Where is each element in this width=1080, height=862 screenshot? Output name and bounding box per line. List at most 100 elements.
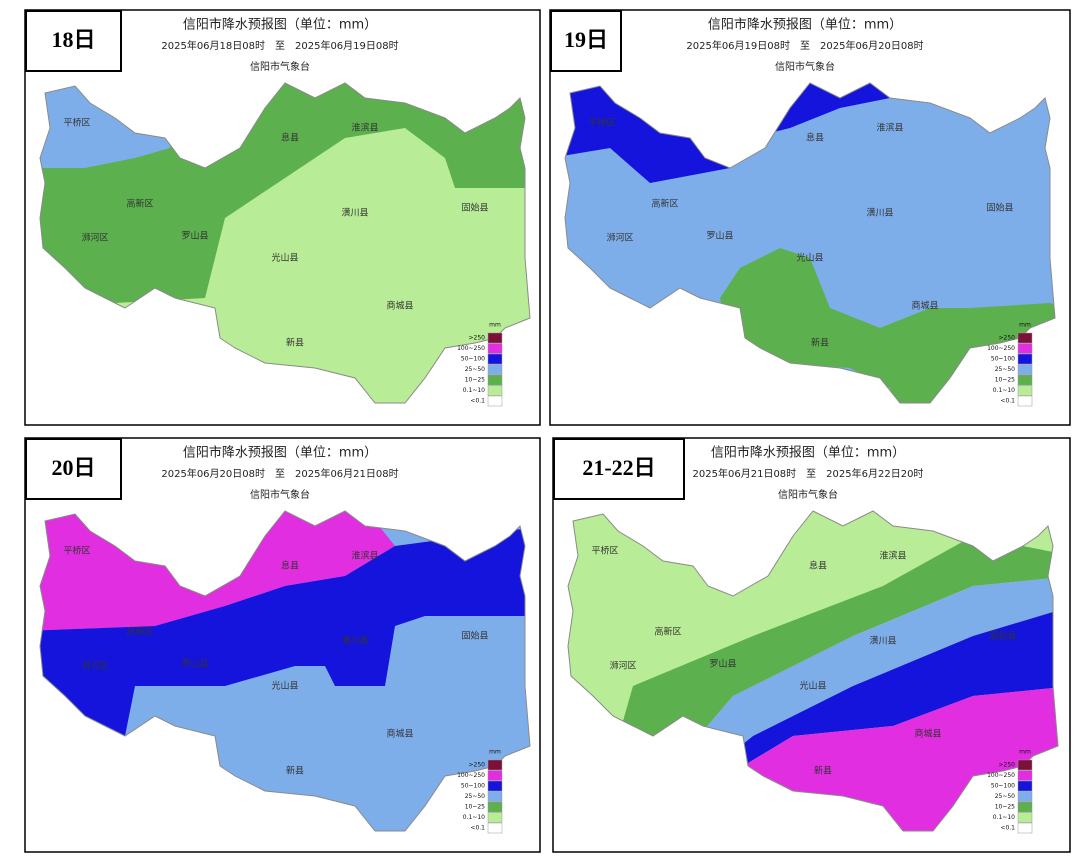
legend-swatch <box>1017 343 1033 354</box>
county-label: 商城县 <box>386 300 413 312</box>
county-label: 浉河区 <box>81 232 108 244</box>
legend-swatch <box>487 770 503 781</box>
legend-label: 10~25 <box>465 377 485 384</box>
legend-swatch <box>1017 332 1033 344</box>
legend-label: 50~100 <box>461 783 485 790</box>
legend-label: 0.1~10 <box>463 814 485 821</box>
legend-label: >250 <box>999 335 1016 342</box>
day-label: 21-22日 <box>582 455 655 480</box>
legend-swatch <box>1017 812 1033 823</box>
legend-swatch <box>487 332 503 344</box>
legend-label: 50~100 <box>991 356 1015 363</box>
county-label: 潢川县 <box>866 207 893 219</box>
legend-swatch <box>1017 353 1033 365</box>
county-label: 淮滨县 <box>879 550 906 562</box>
county-label: 固始县 <box>461 630 488 642</box>
legend-unit: mm <box>1019 749 1031 756</box>
legend-swatch <box>1017 791 1033 802</box>
county-label: 商城县 <box>386 728 413 740</box>
forecast-period: 2025年06月21日08时 至 2025年6月22日20时 <box>693 467 924 480</box>
legend-label: <0.1 <box>470 825 485 832</box>
legend-swatch <box>487 353 503 365</box>
issuer: 信阳市气象台 <box>250 60 310 73</box>
county-label: 淮滨县 <box>351 550 378 562</box>
legend-label: >250 <box>999 762 1016 769</box>
legend-label: <0.1 <box>1000 398 1015 405</box>
county-label: 浉河区 <box>609 660 636 672</box>
county-label: 新县 <box>811 337 829 349</box>
county-label: 潢川县 <box>341 207 368 219</box>
legend-swatch <box>1017 770 1033 781</box>
map-outline <box>564 82 1056 404</box>
county-label: 高新区 <box>654 626 681 638</box>
county-label: 浉河区 <box>81 660 108 672</box>
legend-label: >250 <box>469 762 486 769</box>
map-outline <box>39 82 531 404</box>
legend-swatch <box>1017 395 1033 407</box>
legend-swatch <box>487 791 503 802</box>
precip-zone <box>703 606 1058 786</box>
issuer: 信阳市气象台 <box>775 60 835 73</box>
day-label: 20日 <box>51 455 95 480</box>
county-label: 光山县 <box>799 680 826 692</box>
day-label-box <box>25 10 122 72</box>
legend-label: >250 <box>469 335 486 342</box>
county-label: 高新区 <box>126 626 153 638</box>
legend-label: 100~250 <box>457 772 485 779</box>
legend-swatch <box>1017 364 1033 375</box>
legend-swatch <box>487 812 503 823</box>
legend-unit: mm <box>1019 322 1031 329</box>
forecast-period: 2025年06月19日08时 至 2025年06月20日08时 <box>686 39 923 52</box>
county-label: 光山县 <box>796 252 823 264</box>
county-label: 罗山县 <box>181 231 208 242</box>
county-label: 高新区 <box>126 198 153 210</box>
legend: mm>250 100~250 50~100 25~50 10~25 0.1~10 <0.1 <box>987 322 1033 407</box>
legend-label: 10~25 <box>995 804 1015 811</box>
legend-swatch <box>1017 801 1033 813</box>
map-outline <box>39 510 531 832</box>
county-label: 平桥区 <box>63 545 90 557</box>
map-title: 信阳市降水预报图（单位：mm） <box>183 17 377 33</box>
precip-zone <box>40 83 530 308</box>
legend-label: 100~250 <box>457 345 485 352</box>
county-label: 平桥区 <box>588 117 615 129</box>
map-title: 信阳市降水预报图（单位：mm） <box>708 17 902 33</box>
precip-zone <box>40 526 530 736</box>
forecast-period: 2025年06月20日08时 至 2025年06月21日08时 <box>161 467 398 480</box>
forecast-panel: 平桥区息县淮滨县固始县潢川县光山县商城县新县罗山县浉河区高新区21-22日信阳市… <box>552 437 1071 853</box>
legend: mm>250 100~250 50~100 25~50 10~25 0.1~10 <0.1 <box>457 322 503 407</box>
day-label: 19日 <box>564 27 608 52</box>
legend-label: 100~250 <box>987 345 1015 352</box>
county-label: 罗山县 <box>706 231 733 242</box>
legend-label: 0.1~10 <box>463 387 485 394</box>
legend-swatch <box>487 343 503 354</box>
county-label: 平桥区 <box>591 545 618 557</box>
legend-swatch <box>1017 385 1033 396</box>
legend-swatch <box>487 385 503 396</box>
county-label: 固始县 <box>461 202 488 214</box>
map-title: 信阳市降水预报图（单位：mm） <box>711 445 905 461</box>
legend-swatch <box>487 395 503 407</box>
map-title: 信阳市降水预报图（单位：mm） <box>183 445 377 461</box>
legend-swatch <box>1017 780 1033 792</box>
county-label: 潢川县 <box>341 635 368 647</box>
county-label: 商城县 <box>911 300 938 312</box>
issuer: 信阳市气象台 <box>778 488 838 501</box>
legend-label: 50~100 <box>461 356 485 363</box>
legend-label: 100~250 <box>987 772 1015 779</box>
legend-label: 0.1~10 <box>993 814 1015 821</box>
legend-label: 25~50 <box>465 793 485 800</box>
legend-unit: mm <box>489 322 501 329</box>
county-label: 息县 <box>809 560 827 572</box>
legend-unit: mm <box>489 749 501 756</box>
county-label: 罗山县 <box>181 659 208 670</box>
county-label: 新县 <box>286 337 304 349</box>
county-label: 商城县 <box>914 728 941 740</box>
county-label: 固始县 <box>986 202 1013 214</box>
legend-label: 50~100 <box>991 783 1015 790</box>
county-label: 息县 <box>281 132 299 144</box>
legend-swatch <box>1017 759 1033 771</box>
